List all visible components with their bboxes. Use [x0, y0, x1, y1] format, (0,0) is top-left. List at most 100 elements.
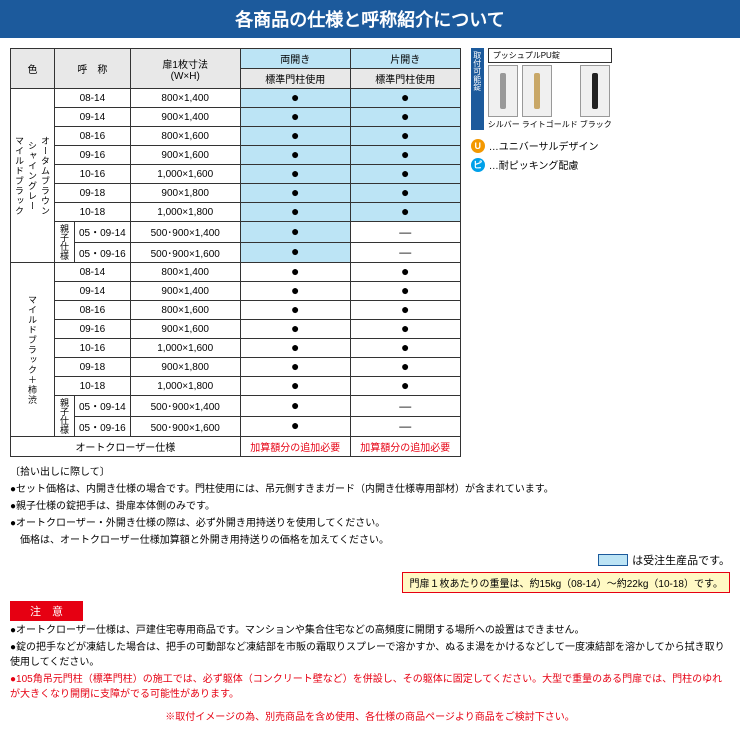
handle-item: シルバー [488, 65, 520, 130]
badge-p-row: ピ …耐ピッキング配慮 [471, 157, 730, 172]
mark: ● [401, 146, 409, 162]
size-cell: 500･900×1,600 [130, 242, 240, 263]
mark: ● [291, 243, 299, 259]
size-cell: 900×1,600 [130, 146, 240, 165]
code-cell: 10-18 [55, 377, 131, 396]
badge-u-row: U …ユニバーサルデザイン [471, 138, 730, 153]
mark: ● [291, 165, 299, 181]
mark: ● [291, 417, 299, 433]
table-row: 09-16 900×1,600 ●● [11, 320, 461, 339]
table-row: オータムブラウン シャイングレー マイルドブラック08-14 800×1,400… [11, 89, 461, 108]
handle-image [522, 65, 552, 117]
size-cell: 800×1,600 [130, 127, 240, 146]
table-row: オートクローザー仕様 加算額分の追加必要 加算額分の追加必要 [11, 437, 461, 457]
code-cell: 05・09-16 [75, 416, 131, 437]
table-row: 親子仕様05・09-14 500･900×1,400 ●― [11, 222, 461, 243]
size-cell: 900×1,400 [130, 108, 240, 127]
badge-p-text: …耐ピッキング配慮 [489, 157, 579, 172]
handle-image [580, 65, 610, 117]
weight-box: 門扉１枚あたりの重量は、約15kg（08-14）～約22kg（10-18）です。 [402, 572, 730, 593]
code-cell: 09-18 [55, 184, 131, 203]
table-row: 親子仕様05・09-14 500･900×1,400 ●― [11, 396, 461, 417]
warn-line: ●オートクローザー仕様は、戸建住宅専用商品です。マンションや集合住宅などの高頻度… [10, 623, 730, 638]
mark: ● [401, 377, 409, 393]
addcost-d: 加算額分の追加必要 [240, 437, 350, 457]
mark: ● [401, 203, 409, 219]
code-cell: 09-16 [55, 320, 131, 339]
code-cell: 05・09-14 [75, 396, 131, 417]
table-row: 05・09-16 500･900×1,600 ● ― [11, 242, 461, 263]
mark: ● [291, 397, 299, 413]
table-row: 08-16 800×1,600 ●● [11, 301, 461, 320]
badge-p-icon: ピ [471, 158, 485, 172]
table-row: 10-16 1,000×1,600 ●● [11, 165, 461, 184]
mark: ● [401, 282, 409, 298]
mark: ● [401, 108, 409, 124]
handle-image [488, 65, 518, 117]
oyako-label: 親子仕様 [55, 396, 75, 437]
th-color: 色 [11, 49, 55, 89]
mark: ● [291, 339, 299, 355]
note-line: 価格は、オートクローザー仕様加算額と外開き用持送りの価格を加えてください。 [10, 533, 730, 548]
mark: ● [291, 377, 299, 393]
mark: ● [401, 339, 409, 355]
code-cell: 05・09-14 [75, 222, 131, 243]
mark: ● [291, 127, 299, 143]
size-cell: 900×1,600 [130, 320, 240, 339]
size-cell: 900×1,800 [130, 358, 240, 377]
code-cell: 08-14 [55, 263, 131, 282]
mark: ● [291, 108, 299, 124]
spec-table: 色 呼 称 扉1枚寸法 (W×H) 両開き 片開き 標準門柱使用 標準門柱使用 … [10, 48, 461, 457]
size-cell: 1,000×1,600 [130, 165, 240, 184]
mark: ● [401, 127, 409, 143]
code-cell: 08-14 [55, 89, 131, 108]
warn-line: ●錠の把手などが凍結した場合は、把手の可動部など凍結部を市販の霜取りスプレーで溶… [10, 640, 730, 670]
size-cell: 500･900×1,400 [130, 396, 240, 417]
handle-name: ライトゴールド [522, 119, 578, 130]
table-row: 10-18 1,000×1,800 ●● [11, 377, 461, 396]
mark: ― [399, 419, 411, 433]
mark: ● [401, 89, 409, 105]
oyako-label: 親子仕様 [55, 222, 75, 263]
side-panel: 取付可能錠 プッシュプルPU錠 シルバー ライトゴールド ブラック U …ユニバ… [471, 48, 730, 176]
mark: ● [291, 301, 299, 317]
size-cell: 1,000×1,600 [130, 339, 240, 358]
mark: ● [291, 358, 299, 374]
table-row: 08-16 800×1,600 ●● [11, 127, 461, 146]
notes-block: 〔拾い出しに際して〕 ●セット価格は、内開き仕様の場合です。門柱使用には、吊元側… [0, 465, 740, 548]
mark: ● [291, 184, 299, 200]
th-name: 呼 称 [55, 49, 131, 89]
size-cell: 500･900×1,600 [130, 416, 240, 437]
handle-side-label: 取付可能錠 [471, 48, 484, 130]
mark: ― [399, 399, 411, 413]
mark: ● [291, 146, 299, 162]
handle-group: 取付可能錠 プッシュプルPU錠 シルバー ライトゴールド ブラック [471, 48, 730, 130]
handle-item: ブラック [580, 65, 612, 130]
table-row: 09-16 900×1,600 ●● [11, 146, 461, 165]
code-cell: 09-18 [55, 358, 131, 377]
handle-title: プッシュプルPU錠 [488, 48, 612, 63]
size-cell: 900×1,400 [130, 282, 240, 301]
size-cell: 900×1,800 [130, 184, 240, 203]
th-single: 片開き [350, 49, 460, 69]
mark: ● [291, 89, 299, 105]
legend-text: は受注生産品です。 [632, 552, 730, 568]
color-group2: マイルドブラック＋柿渋 [11, 263, 55, 437]
mark: ● [291, 263, 299, 279]
table-row: 05・09-16 500･900×1,600 ● ― [11, 416, 461, 437]
badge-u-text: …ユニバーサルデザイン [489, 138, 599, 153]
code-cell: 10-16 [55, 339, 131, 358]
size-cell: 500･900×1,400 [130, 222, 240, 243]
badge-u-icon: U [471, 139, 485, 153]
handle-item: ライトゴールド [522, 65, 578, 130]
color-group1: オータムブラウン シャイングレー マイルドブラック [11, 89, 55, 263]
mark: ● [401, 358, 409, 374]
mark: ● [291, 223, 299, 239]
warn-title: 注 意 [10, 601, 83, 621]
mark: ― [399, 245, 411, 259]
th-pillar-s: 標準門柱使用 [350, 69, 460, 89]
handle-name: ブラック [580, 119, 612, 130]
code-cell: 10-16 [55, 165, 131, 184]
code-cell: 05・09-16 [75, 242, 131, 263]
table-row: 09-14 900×1,400 ●● [11, 108, 461, 127]
